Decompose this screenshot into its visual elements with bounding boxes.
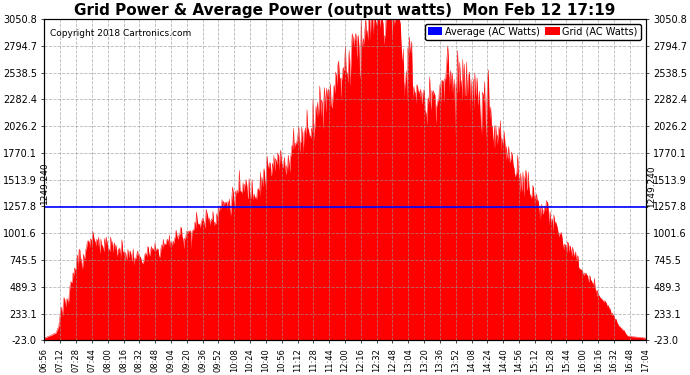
Text: 1249.240: 1249.240 [647,165,656,207]
Title: Grid Power & Average Power (output watts)  Mon Feb 12 17:19: Grid Power & Average Power (output watts… [75,3,615,18]
Text: Copyright 2018 Cartronics.com: Copyright 2018 Cartronics.com [50,28,192,38]
Text: 1249.240: 1249.240 [40,162,49,204]
Legend: Average (AC Watts), Grid (AC Watts): Average (AC Watts), Grid (AC Watts) [425,24,641,40]
